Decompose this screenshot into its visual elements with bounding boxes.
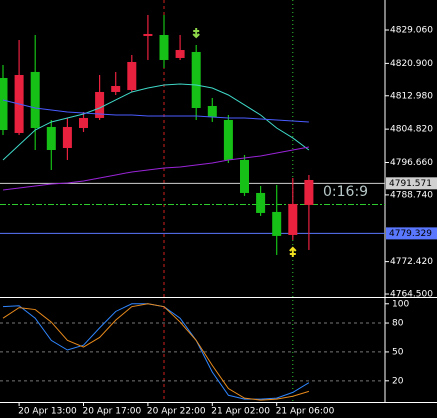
candle-body xyxy=(46,126,56,150)
y-tick-label: 4820.900 xyxy=(390,59,433,69)
candle-body xyxy=(207,105,217,117)
x-tick-label: 20 Apr 13:00 xyxy=(18,407,77,417)
y-tick-label: 20 xyxy=(392,376,404,386)
candle-body xyxy=(62,126,72,148)
y-tick-label: 4788.740 xyxy=(390,190,433,200)
candle-body xyxy=(111,85,121,92)
y-tick-label: 80 xyxy=(392,319,404,329)
candle-body xyxy=(223,119,233,160)
y-tick-label: 4772.420 xyxy=(390,257,433,267)
y-tick-label: 4804.820 xyxy=(390,125,433,135)
candle-body xyxy=(79,117,88,128)
price-label-box xyxy=(386,177,437,190)
candle-body xyxy=(304,179,314,205)
candle-body xyxy=(127,61,137,91)
candle-body xyxy=(240,159,249,193)
y-tick-label: 100 xyxy=(392,299,409,309)
price-label: 4779.329 xyxy=(389,229,432,239)
x-tick-label: 21 Apr 02:00 xyxy=(211,407,270,417)
y-tick-label: 50 xyxy=(392,347,404,357)
y-tick-label: 4829.060 xyxy=(390,26,433,36)
candle-body xyxy=(0,77,8,130)
candle-body xyxy=(159,35,169,60)
candle-body xyxy=(143,33,153,36)
x-tick-label: 20 Apr 22:00 xyxy=(147,407,206,417)
price-label-box xyxy=(386,227,437,240)
candle-body xyxy=(288,203,298,235)
candle-body xyxy=(175,50,185,58)
line-series xyxy=(2,83,310,161)
x-tick-label: 21 Apr 06:00 xyxy=(276,407,335,417)
y-tick-label: 4796.660 xyxy=(390,158,433,168)
candle-body xyxy=(95,91,105,118)
candle-body xyxy=(272,211,282,236)
countdown: 0:16:9 xyxy=(323,184,368,200)
sell-arrow xyxy=(192,27,200,39)
y-tick-label: 4764.500 xyxy=(390,290,433,300)
y-tick-label: 4812.980 xyxy=(390,91,433,101)
line-series xyxy=(2,303,310,401)
buy-arrow xyxy=(289,246,297,257)
candle-body xyxy=(256,192,266,213)
line-series xyxy=(2,99,309,123)
line-series xyxy=(2,146,309,191)
price-label: 4791.571 xyxy=(389,179,432,189)
x-tick-label: 20 Apr 17:00 xyxy=(83,407,142,417)
candle-body xyxy=(30,71,40,128)
candle-body xyxy=(191,51,201,108)
